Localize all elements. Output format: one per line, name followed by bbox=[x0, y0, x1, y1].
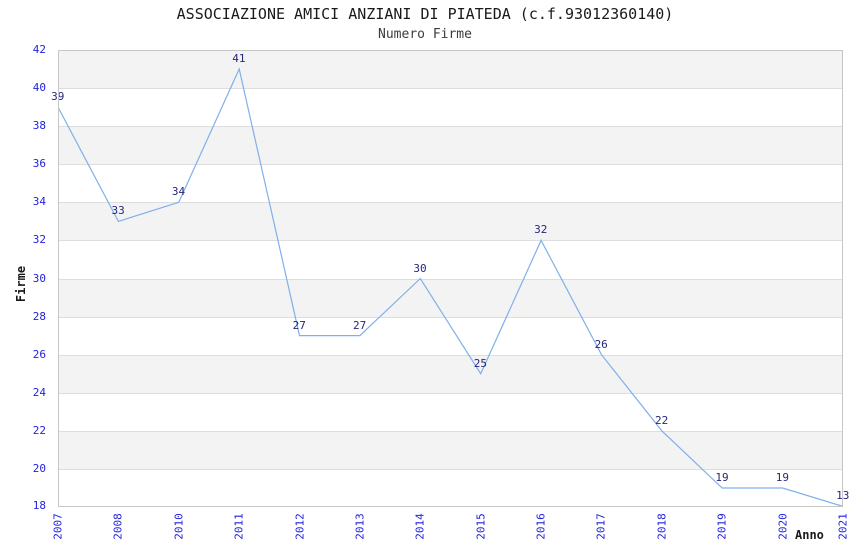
data-label: 41 bbox=[232, 52, 246, 66]
gridline bbox=[58, 468, 843, 470]
gridline bbox=[58, 316, 843, 318]
x-tick-label: 2014 bbox=[413, 513, 427, 540]
plot-band bbox=[58, 430, 843, 469]
gridline bbox=[58, 392, 843, 394]
data-label: 30 bbox=[413, 261, 427, 275]
gridline bbox=[58, 202, 843, 204]
gridline bbox=[58, 430, 843, 432]
data-label: 19 bbox=[715, 470, 729, 484]
data-label: 25 bbox=[473, 356, 488, 370]
data-label: 26 bbox=[594, 337, 608, 351]
x-tick-label: 2012 bbox=[293, 513, 307, 540]
x-tick-label: 2020 bbox=[776, 513, 790, 540]
plot-band bbox=[58, 468, 843, 507]
line-series bbox=[58, 67, 843, 507]
gridline bbox=[58, 354, 843, 356]
y-tick-label: 38 bbox=[32, 119, 46, 133]
y-tick-label: 22 bbox=[32, 423, 46, 437]
data-label: 27 bbox=[292, 318, 306, 332]
x-tick-label: 2016 bbox=[534, 513, 548, 540]
plot-area: 39 33 34 41 27 27 30 25 32 26 22 19 19 13 bbox=[51, 50, 849, 507]
plot-band bbox=[58, 240, 843, 279]
data-label: 33 bbox=[111, 204, 125, 218]
gridline bbox=[58, 164, 843, 166]
data-label: 22 bbox=[654, 413, 669, 427]
x-tick-label: 2019 bbox=[715, 513, 729, 540]
series-line bbox=[58, 67, 843, 507]
y-tick-label: 34 bbox=[32, 195, 46, 209]
plot-band bbox=[58, 354, 843, 393]
x-tick-label: 2013 bbox=[353, 513, 367, 540]
y-tick-label: 20 bbox=[32, 461, 46, 475]
x-tick-label: 2007 bbox=[51, 513, 65, 540]
x-tick-label: 2008 bbox=[111, 513, 125, 540]
chart-subtitle: Numero Firme bbox=[378, 27, 472, 42]
data-label: 39 bbox=[51, 90, 65, 104]
plot-band bbox=[58, 88, 843, 127]
chart-title: ASSOCIAZIONE AMICI ANZIANI DI PIATEDA (c… bbox=[176, 5, 674, 23]
y-tick-label: 30 bbox=[32, 271, 46, 285]
y-tick-label: 28 bbox=[32, 309, 46, 323]
x-tick-label: 2018 bbox=[655, 513, 669, 540]
x-tick-label: 2015 bbox=[474, 513, 488, 540]
x-tick-label: 2010 bbox=[172, 513, 186, 540]
y-tick-label: 24 bbox=[32, 385, 46, 399]
y-tick-label: 36 bbox=[32, 157, 46, 171]
plot-band bbox=[58, 126, 843, 165]
gridline bbox=[58, 88, 843, 90]
x-tick-label: 2011 bbox=[232, 513, 246, 540]
data-label: 27 bbox=[353, 318, 367, 332]
data-label: 34 bbox=[171, 185, 186, 199]
gridline bbox=[58, 240, 843, 242]
plot-band bbox=[58, 164, 843, 203]
plot-band bbox=[58, 316, 843, 355]
x-axis-title: Anno bbox=[795, 528, 824, 542]
x-tick-label: 2017 bbox=[594, 513, 608, 540]
x-tick-label: 2021 bbox=[836, 513, 850, 540]
data-label: 13 bbox=[836, 489, 850, 503]
gridline bbox=[58, 278, 843, 280]
data-label: 19 bbox=[775, 470, 789, 484]
y-tick-label: 32 bbox=[32, 233, 46, 247]
plot-band bbox=[58, 202, 843, 241]
plot-band bbox=[58, 392, 843, 431]
y-tick-label: 26 bbox=[32, 347, 46, 361]
data-label: 32 bbox=[534, 223, 548, 237]
y-tick-label: 18 bbox=[32, 499, 46, 513]
plot-band bbox=[58, 50, 843, 89]
y-tick-label: 42 bbox=[32, 43, 46, 56]
y-tick-label: 40 bbox=[32, 81, 46, 95]
plot-band bbox=[58, 278, 843, 317]
gridline bbox=[58, 126, 843, 128]
